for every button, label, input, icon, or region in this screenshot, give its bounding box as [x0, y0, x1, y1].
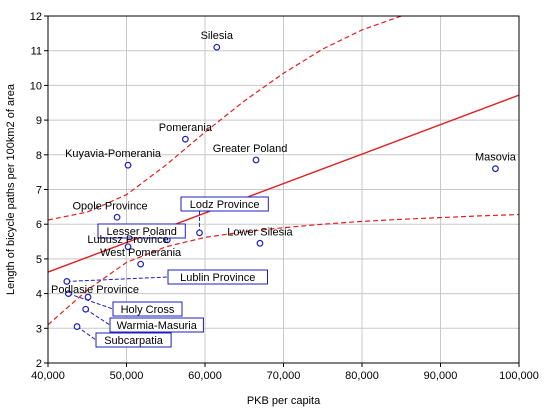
point-lower-silesia [256, 239, 264, 247]
point-silesia [213, 43, 221, 51]
y-tick-label: 10 [30, 80, 42, 92]
label-box-lodz-province [180, 196, 269, 212]
point-opole-province [113, 213, 121, 221]
label-greater-poland: Greater Poland [213, 143, 288, 155]
x-tick-label: 60,000 [188, 370, 222, 382]
point-kuyavia-pomerania [124, 161, 132, 169]
point-lubusz-province [124, 243, 132, 251]
point-lodz-province [196, 229, 203, 237]
y-axis-label: Length of bicycle paths per 100km2 of ar… [5, 83, 17, 295]
fit-line-group [47, 94, 520, 273]
label-holy-cross: Holy Cross [121, 304, 175, 316]
y-tick-label: 12 [30, 11, 42, 23]
label-lodz-province: Lodz Province [190, 199, 260, 211]
confidence-bands [48, 16, 519, 326]
y-axis-ticks: 2 3 4 5 6 7 8 9 10 11 12 [30, 11, 48, 370]
x-tick-label: 100,000 [499, 370, 539, 382]
x-tick-label: 50,000 [110, 370, 144, 382]
callout-holy-cross [68, 293, 114, 310]
confidence-lower-line [48, 213, 519, 326]
y-tick-label: 3 [36, 323, 42, 335]
x-tick-label: 90,000 [424, 370, 458, 382]
label-masovia: Masovia [475, 152, 517, 164]
y-tick-label: 4 [36, 289, 42, 301]
label-box-lesser-poland [97, 223, 186, 239]
y-tick-label: 7 [36, 185, 42, 197]
point-subcarpatia [73, 323, 81, 330]
confidence-upper-line [48, 16, 403, 221]
y-tick-label: 9 [36, 115, 42, 127]
y-tick-label: 5 [36, 254, 42, 266]
label-opole-province: Opole Province [72, 200, 147, 212]
label-lesser-poland: Lesser Poland [106, 226, 176, 238]
callout-subcarpatia [76, 326, 97, 341]
point-greater-poland [252, 156, 260, 164]
label-west-pomerania: West Pomerania [100, 247, 182, 259]
x-tick-label: 70,000 [267, 370, 301, 382]
label-silesia: Silesia [201, 30, 234, 42]
y-tick-label: 11 [31, 46, 42, 58]
label-lower-silesia: Lower Silesia [227, 226, 293, 238]
point-holy-cross [65, 290, 72, 298]
callout-lublin-province [66, 276, 169, 282]
y-tick-label: 8 [36, 150, 42, 162]
y-tick-label: 2 [36, 358, 42, 370]
x-tick-label: 40,000 [31, 370, 65, 382]
point-west-pomerania [137, 260, 145, 268]
point-masovia [492, 165, 499, 173]
x-tick-label: 80,000 [345, 370, 379, 382]
data-points [63, 43, 499, 330]
x-axis-ticks: 40,000 50,000 60,000 70,000 80,000 90,000 100,… [31, 363, 539, 382]
point-pomerania [181, 135, 189, 143]
point-lublin-province [63, 278, 71, 285]
point-podlasie-province [84, 293, 92, 301]
callout-lines [66, 211, 201, 341]
x-axis-label: PKB per capita [247, 395, 321, 407]
label-pomerania: Pomerania [159, 122, 213, 134]
label-subcarpatia: Subcarpatia [104, 335, 164, 347]
point-warmia-masuria [82, 305, 90, 313]
label-box-holy-cross [112, 301, 183, 317]
y-tick-label: 6 [36, 219, 42, 231]
label-podlasie-province: Podlasie Province [51, 284, 139, 296]
label-warmia-masuria: Warmia-Masuria [117, 320, 198, 332]
label-lubusz-province: Lubusz Province [87, 234, 168, 246]
label-kuyavia-pomerania: Kuyavia-Pomerania [65, 148, 162, 160]
label-box-warmia-masuria [109, 317, 204, 333]
label-box-lublin-province [167, 269, 268, 285]
label-box-subcarpatia [95, 332, 172, 348]
label-lublin-province: Lublin Province [180, 272, 255, 284]
regression-line [47, 94, 520, 273]
callout-warmia-masuria [85, 308, 111, 326]
